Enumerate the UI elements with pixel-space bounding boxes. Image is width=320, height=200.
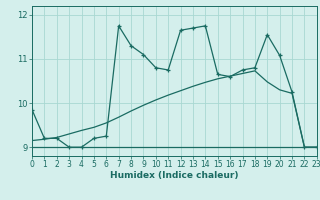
X-axis label: Humidex (Indice chaleur): Humidex (Indice chaleur) <box>110 171 239 180</box>
